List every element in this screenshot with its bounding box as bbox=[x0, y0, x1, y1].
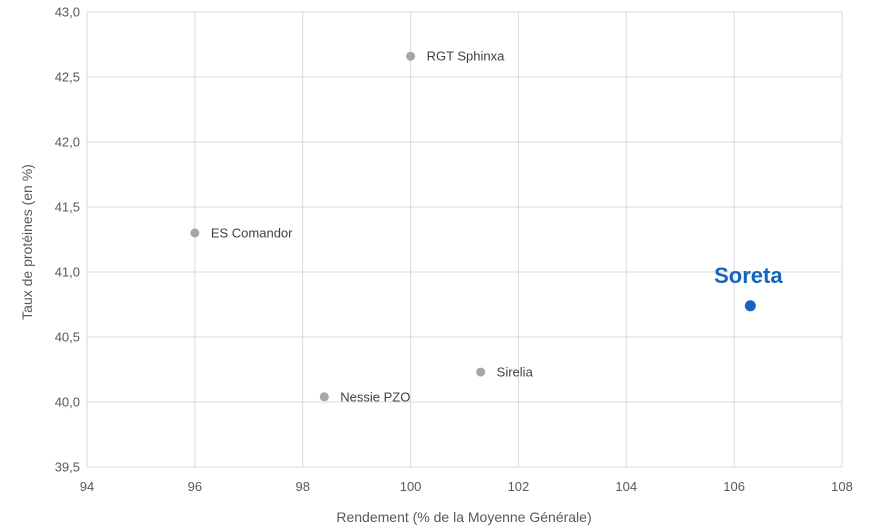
y-tick-label: 43,0 bbox=[55, 5, 80, 20]
y-tick-label: 40,0 bbox=[55, 395, 80, 410]
data-points: RGT Sphinxa ES Comandor Soreta Sirelia Nessi… bbox=[190, 49, 783, 404]
x-tick-label: 104 bbox=[615, 479, 637, 494]
x-tick-label: 96 bbox=[188, 479, 202, 494]
data-point-label: Sirelia bbox=[497, 365, 534, 380]
data-point bbox=[319, 392, 329, 402]
y-tick-label: 41,0 bbox=[55, 265, 80, 280]
x-tick-label: 108 bbox=[831, 479, 853, 494]
data-point bbox=[744, 300, 756, 312]
x-axis-ticks: 94 96 98 100 102 104 106 108 bbox=[80, 479, 853, 494]
data-point bbox=[190, 228, 200, 238]
data-point-label: RGT Sphinxa bbox=[427, 49, 506, 64]
y-tick-label: 40,5 bbox=[55, 330, 80, 345]
data-point-label: ES Comandor bbox=[211, 226, 293, 241]
y-tick-label: 42,0 bbox=[55, 135, 80, 150]
data-point bbox=[476, 367, 486, 377]
data-point-label: Soreta bbox=[714, 263, 783, 288]
gridlines bbox=[86, 11, 843, 468]
x-tick-label: 106 bbox=[723, 479, 745, 494]
x-axis-title: Rendement (% de la Moyenne Générale) bbox=[336, 509, 591, 525]
data-point-label: Nessie PZO bbox=[340, 389, 410, 404]
x-tick-label: 94 bbox=[80, 479, 94, 494]
x-tick-label: 100 bbox=[400, 479, 422, 494]
y-axis-title: Taux de protéines (en %) bbox=[19, 164, 35, 320]
y-tick-label: 39,5 bbox=[55, 460, 80, 475]
y-tick-label: 42,5 bbox=[55, 70, 80, 85]
x-tick-label: 98 bbox=[295, 479, 309, 494]
data-point bbox=[406, 51, 416, 61]
x-tick-label: 102 bbox=[508, 479, 530, 494]
y-axis-ticks: 39,5 40,0 40,5 41,0 41,5 42,0 42,5 43,0 bbox=[55, 5, 80, 475]
y-tick-label: 41,5 bbox=[55, 200, 80, 215]
